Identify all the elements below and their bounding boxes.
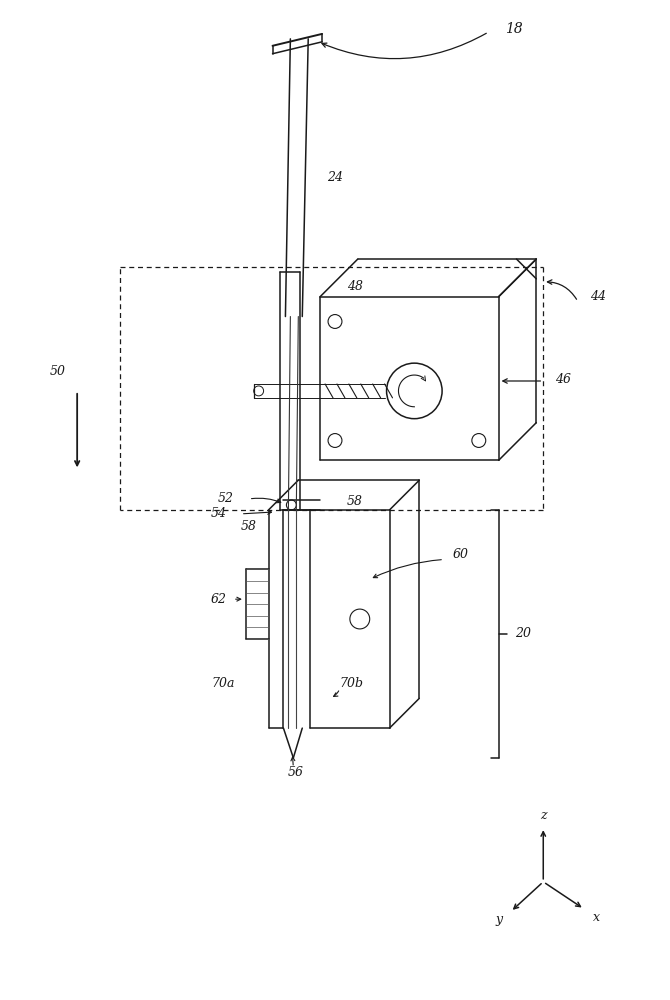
Text: 48: 48 bbox=[347, 280, 363, 293]
Text: 70a: 70a bbox=[211, 677, 234, 690]
Text: 62: 62 bbox=[211, 593, 227, 606]
Text: 54: 54 bbox=[211, 507, 227, 520]
Text: 44: 44 bbox=[590, 290, 606, 303]
Text: x: x bbox=[592, 911, 600, 924]
Text: 56: 56 bbox=[287, 766, 304, 779]
Text: 46: 46 bbox=[555, 373, 571, 386]
Text: 52: 52 bbox=[218, 492, 234, 505]
Text: 18: 18 bbox=[505, 22, 523, 36]
Text: z: z bbox=[540, 809, 547, 822]
Text: 20: 20 bbox=[515, 627, 531, 640]
Text: 50: 50 bbox=[50, 365, 65, 378]
Text: 24: 24 bbox=[327, 171, 343, 184]
Text: 58: 58 bbox=[241, 520, 257, 533]
Text: 70b: 70b bbox=[340, 677, 364, 690]
Text: 58: 58 bbox=[347, 495, 363, 508]
Text: y: y bbox=[495, 913, 502, 926]
Text: 60: 60 bbox=[453, 548, 469, 561]
